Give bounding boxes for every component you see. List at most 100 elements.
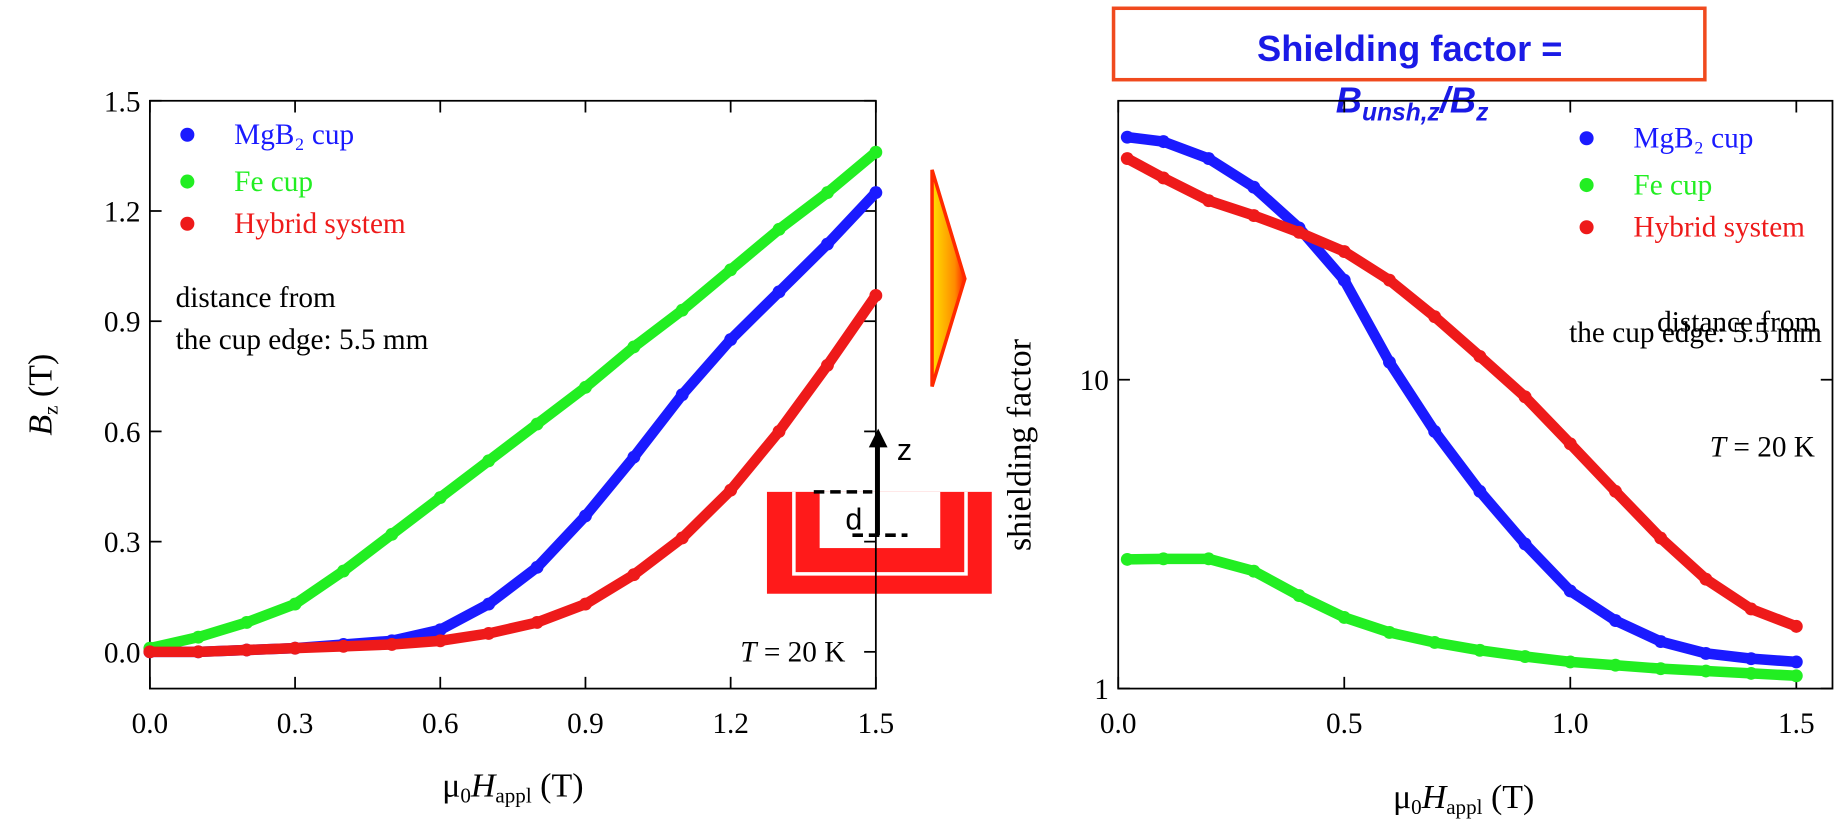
annotation-part: T (740, 637, 758, 669)
legend-label: Hybrid system (234, 208, 406, 240)
data-point (675, 531, 689, 545)
data-point (1654, 635, 1668, 648)
data-point (530, 417, 544, 431)
annotation: distance from (176, 282, 336, 314)
data-point (1654, 531, 1668, 545)
annotation: T = 20 K (740, 637, 845, 669)
data-point (1383, 625, 1396, 639)
data-point (1699, 646, 1713, 660)
x-tick-label: 1.2 (712, 708, 749, 740)
data-point (627, 568, 641, 582)
x-tick-label: 1.5 (858, 708, 895, 740)
data-point (1744, 666, 1758, 680)
data-point (1609, 614, 1622, 628)
data-point (337, 564, 350, 578)
x-tick-label: 0.6 (422, 708, 459, 740)
annotation: T = 20 K (1710, 432, 1815, 464)
data-point (1156, 171, 1170, 185)
data-point (1609, 484, 1622, 498)
title-formula: Bunsh,z/Bz (1336, 79, 1489, 126)
data-point (530, 616, 544, 629)
data-point (191, 630, 205, 644)
data-point (1337, 273, 1351, 287)
data-point (821, 237, 834, 251)
annotation-part: = 20 K (757, 637, 846, 669)
data-point (1156, 135, 1170, 149)
y-tick-label: 1.5 (104, 86, 141, 118)
x-axis-label-part: H (1421, 779, 1449, 816)
data-point (627, 450, 641, 464)
data-point (1563, 437, 1577, 451)
x-tick-label: 0.5 (1326, 708, 1363, 740)
data-point (1247, 564, 1261, 578)
title-line: Shielding factor = (1257, 28, 1562, 69)
x-tick-label: 1.0 (1552, 708, 1589, 740)
data-point (1789, 655, 1803, 669)
annotation-part: T (1710, 432, 1728, 464)
data-point (1428, 636, 1442, 649)
y-axis-label-part: z (39, 406, 63, 415)
data-point (1699, 664, 1713, 678)
data-point (1473, 643, 1487, 657)
data-point (288, 641, 302, 655)
plot-frame (148, 99, 877, 690)
title-formula-part: z (1475, 99, 1489, 126)
legend-marker (1579, 131, 1594, 146)
data-point (1563, 584, 1577, 598)
data-point (1563, 655, 1577, 669)
x-axis-label-part: 0 (1411, 795, 1422, 819)
annotation: distance from (1657, 306, 1817, 338)
data-point (240, 643, 254, 657)
data-point (1292, 589, 1306, 603)
data-point (1202, 152, 1216, 166)
data-point (1247, 209, 1261, 222)
data-point (1337, 610, 1351, 624)
z-arrowhead (868, 428, 888, 448)
data-point (724, 483, 738, 497)
data-point (482, 454, 496, 468)
annotation-part: = 20 K (1726, 432, 1815, 464)
y-axis-label-part: B (23, 415, 60, 436)
x-axis-label-part: 0 (460, 784, 471, 808)
data-point (1247, 180, 1261, 194)
legend-label: Hybrid system (1633, 212, 1805, 244)
x-tick-label: 1.5 (1778, 708, 1815, 740)
data-point (579, 380, 592, 394)
data-point (191, 645, 205, 659)
data-point (1789, 669, 1803, 683)
data-point (675, 303, 689, 317)
legend-label: Fe cup (1633, 169, 1712, 201)
data-point (1744, 652, 1758, 666)
title-formula-part: unsh,z (1362, 99, 1441, 126)
x-axis-label-part: (T) (1482, 779, 1534, 816)
cup-layer (792, 491, 968, 576)
data-point (1383, 273, 1396, 287)
y-tick-label: 0.0 (104, 637, 141, 669)
y-tick-label: 0.3 (104, 527, 141, 559)
data-point (1120, 130, 1134, 144)
legend-marker (180, 174, 195, 189)
data-point (1699, 572, 1713, 586)
y-tick-label: 1.2 (104, 197, 141, 229)
data-point (288, 597, 302, 611)
series-line (144, 290, 882, 658)
x-axis-label: μ0Happl (T) (442, 767, 583, 807)
data-point (1654, 662, 1668, 676)
legend-marker (1579, 178, 1594, 193)
data-point (579, 509, 592, 523)
cup-diagram: z d (766, 428, 992, 594)
data-point (772, 222, 786, 236)
data-point (869, 145, 883, 159)
data-point (1337, 245, 1351, 258)
data-point (1120, 152, 1134, 166)
series-line (144, 187, 882, 658)
cup-cavity (819, 491, 941, 549)
data-point (724, 333, 738, 347)
data-point (772, 285, 786, 299)
data-point (821, 358, 834, 372)
plot-frame (1117, 99, 1834, 690)
legend-marker (1579, 220, 1594, 235)
data-point (240, 616, 254, 629)
y-tick-label: 10 (1080, 365, 1109, 397)
data-point (433, 491, 447, 504)
